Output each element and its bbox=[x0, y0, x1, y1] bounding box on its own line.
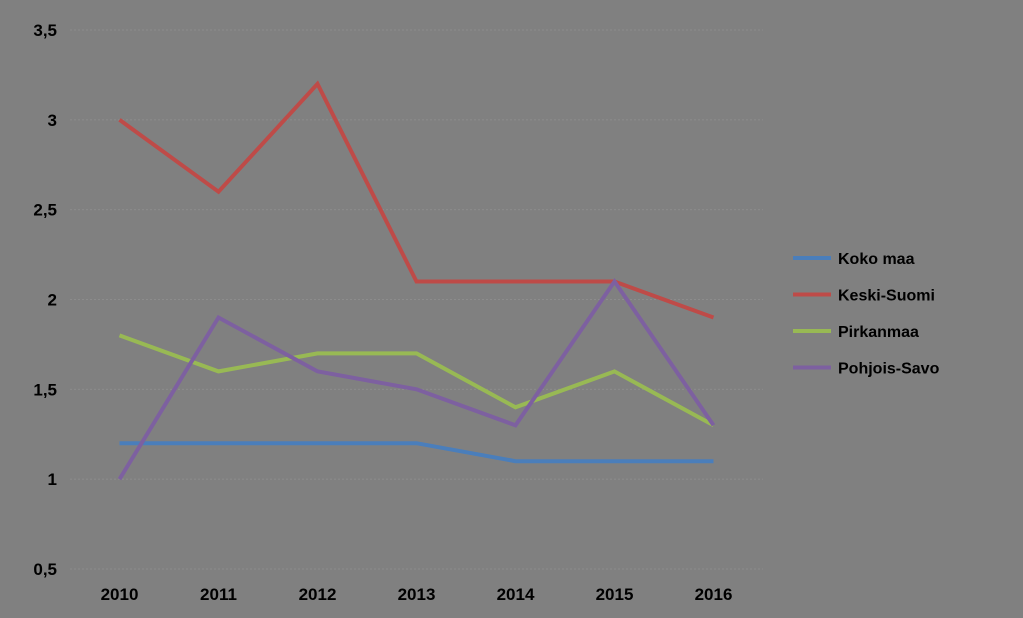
legend-item: Pirkanmaa bbox=[793, 324, 919, 341]
y-tick-label: 2,5 bbox=[33, 201, 57, 220]
y-tick-label: 1,5 bbox=[33, 380, 57, 399]
series-line-pohjois-savo bbox=[117, 277, 716, 481]
y-axis-tick-labels: 0,5 1 1,5 2 2,5 3 3,5 bbox=[33, 21, 57, 579]
x-tick-label: 2014 bbox=[497, 585, 535, 604]
x-axis-tick-labels: 2010 2011 2012 2013 2014 2015 2016 bbox=[101, 585, 733, 604]
legend-label: Koko maa bbox=[838, 251, 915, 268]
x-tick-label: 2010 bbox=[101, 585, 139, 604]
legend-label: Keski-Suomi bbox=[838, 288, 935, 305]
x-tick-label: 2013 bbox=[398, 585, 436, 604]
series-line-keski-suomi bbox=[118, 80, 715, 320]
legend-item: Keski-Suomi bbox=[793, 288, 935, 305]
legend: Koko maa Keski-Suomi Pirkanmaa Pohjois-Savo bbox=[793, 251, 940, 378]
y-tick-label: 3,5 bbox=[33, 21, 57, 40]
series-lines bbox=[117, 80, 716, 481]
series-line-koko-maa bbox=[119, 441, 714, 464]
y-tick-label: 2 bbox=[48, 291, 57, 310]
y-tick-label: 3 bbox=[48, 111, 57, 130]
series-line-pirkanmaa bbox=[118, 333, 715, 428]
y-tick-label: 0,5 bbox=[33, 560, 57, 579]
legend-item: Pohjois-Savo bbox=[793, 361, 940, 378]
y-tick-label: 1 bbox=[48, 470, 57, 489]
x-tick-label: 2016 bbox=[695, 585, 733, 604]
x-tick-label: 2011 bbox=[200, 585, 237, 604]
x-tick-label: 2012 bbox=[299, 585, 337, 604]
legend-label: Pohjois-Savo bbox=[838, 361, 940, 378]
legend-item: Koko maa bbox=[793, 251, 915, 268]
x-tick-label: 2015 bbox=[596, 585, 634, 604]
legend-label: Pirkanmaa bbox=[838, 324, 919, 341]
